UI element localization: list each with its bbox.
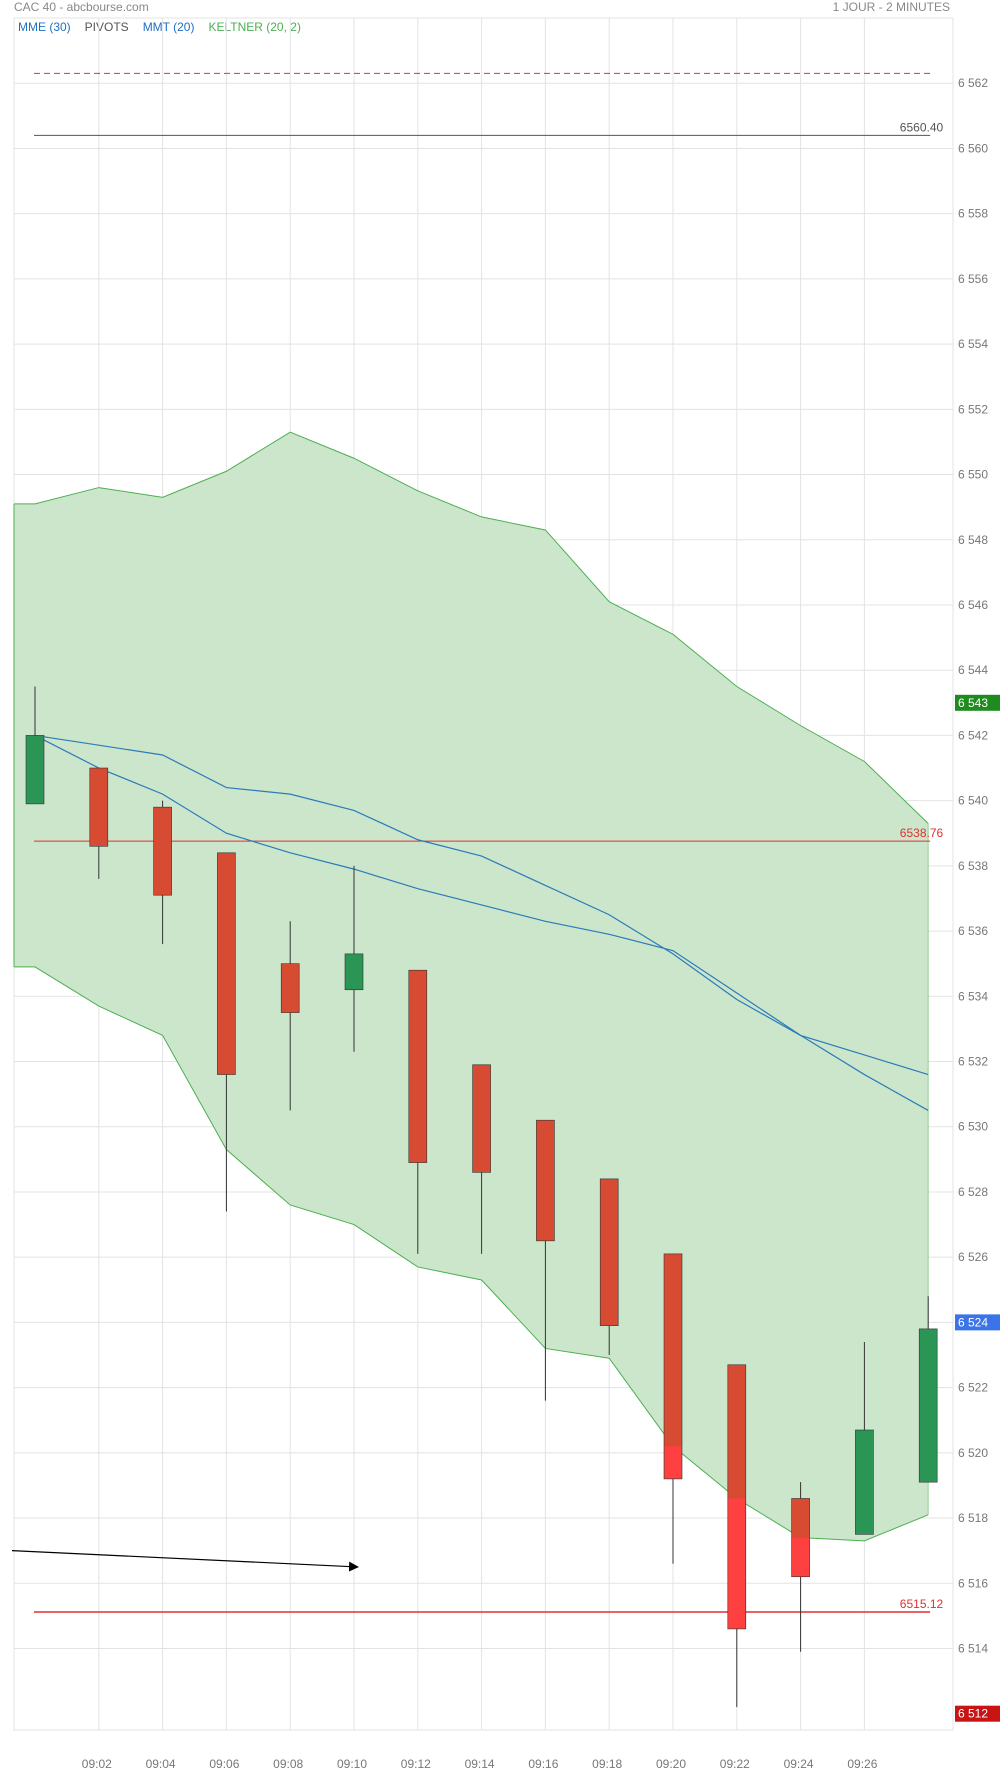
candle [727,1364,747,1708]
y-tick-label: 6 550 [958,468,988,482]
y-tick-label: 6 514 [958,1641,988,1655]
candle-body [344,953,364,991]
x-tick-label: 09:18 [592,1757,622,1771]
candle-body [217,852,236,1075]
candle [855,1341,874,1535]
chart-title: CAC 40 - abcbourse.com [14,0,149,14]
y-axis: 6 562 6 560 6 558 6 556 6 554 6 552 6 550 6 548… [955,76,1000,1722]
candle-body [89,767,109,847]
price-tag [955,1705,1000,1722]
period-selector[interactable]: 1 JOUR - 2 MINUTES [832,0,950,14]
candle [217,852,236,1212]
x-tick-label: 09:08 [273,1757,303,1771]
ma-line [34,734,929,1076]
keltner-band [13,431,929,1542]
candle-body [599,1178,619,1326]
price-tag-label: 6 524 [958,1315,988,1329]
y-tick-label: 6 554 [958,337,988,351]
candles [25,686,938,1708]
x-tick-label: 09:04 [146,1757,176,1771]
x-tick-label: 09:24 [784,1757,814,1771]
candle [472,1064,491,1254]
moving-averages [34,734,929,1111]
y-tick-label: 6 536 [958,924,988,938]
indicator-1[interactable]: PIVOTS [84,20,129,34]
candle [344,865,364,1052]
y-tick-label: 6 532 [958,1055,988,1069]
candle-body [408,969,428,1163]
pivot-label: 6538.76 [900,826,944,840]
indicator-legend: MME (30) PIVOTS MMT (20) KELTNER (20, 2) [18,20,315,34]
y-tick-label: 6 534 [958,989,988,1003]
indicator-3[interactable]: KELTNER (20, 2) [208,20,301,34]
x-tick-label: 09:22 [720,1757,750,1771]
candle-body-outside-band [792,1537,810,1577]
candle-body [663,1253,683,1480]
candle-body [153,806,172,896]
indicator-0[interactable]: MME (30) [18,20,71,34]
candle [599,1178,619,1355]
y-tick-label: 6 560 [958,141,988,155]
y-tick-label: 6 540 [958,794,988,808]
y-tick-label: 6 538 [958,859,988,873]
keltner-upper-line [14,431,929,824]
price-tag-label: 6 543 [958,696,988,710]
candle-body-outside-band [728,1498,746,1629]
x-tick-label: 09:12 [401,1757,431,1771]
y-tick-label: 6 548 [958,533,988,547]
pivot-lines: 6560.40 6538.76 6515.12 [34,72,944,1613]
y-tick-label: 6 542 [958,728,988,742]
candle-body [472,1064,491,1173]
y-tick-label: 6 520 [958,1446,988,1460]
y-tick-label: 6 546 [958,598,988,612]
trend-arrow [11,1550,359,1572]
candle [25,686,45,805]
indicator-2[interactable]: MMT (20) [142,20,195,34]
candle-body [280,963,300,1013]
candle-body [918,1328,938,1483]
y-tick-label: 6 552 [958,402,988,416]
pivot-label: 6515.12 [900,1597,944,1611]
x-tick-label: 09:14 [465,1757,495,1771]
x-axis: 09:02 09:04 09:06 09:08 09:10 09:12 09:14 09:16… [82,1757,878,1771]
y-tick-label: 6 526 [958,1250,988,1264]
candle-body [25,735,45,805]
candle [918,1296,938,1483]
y-tick-label: 6 530 [958,1120,988,1134]
price-tag-label: 6 512 [958,1707,988,1721]
price-tag [955,694,1000,711]
candle [408,969,428,1254]
x-tick-label: 09:26 [847,1757,877,1771]
candle [536,1119,555,1401]
pivot-label: 6560.40 [900,120,944,134]
candle-body [855,1429,874,1535]
candle [153,800,172,945]
drawings [11,1550,359,1572]
candle [663,1253,683,1564]
ma-line [34,734,929,1111]
keltner-lower-line [14,966,929,1542]
y-tick-label: 6 516 [958,1576,988,1590]
price-tag [955,1314,1000,1331]
x-tick-label: 09:06 [209,1757,239,1771]
candle-body [536,1119,555,1242]
x-tick-label: 09:20 [656,1757,686,1771]
candle [791,1482,810,1652]
y-tick-label: 6 544 [958,663,988,677]
y-tick-label: 6 528 [958,1185,988,1199]
y-tick-label: 6 518 [958,1511,988,1525]
x-tick-label: 09:02 [82,1757,112,1771]
y-tick-label: 6 556 [958,272,988,286]
y-tick-label: 6 558 [958,207,988,221]
x-tick-label: 09:10 [337,1757,367,1771]
y-tick-label: 6 562 [958,76,988,90]
candle [280,921,300,1111]
candle [89,767,109,879]
candle-body-outside-band [664,1446,682,1479]
keltner-fill [14,432,929,1541]
x-tick-label: 09:16 [528,1757,558,1771]
y-tick-label: 6 522 [958,1381,988,1395]
